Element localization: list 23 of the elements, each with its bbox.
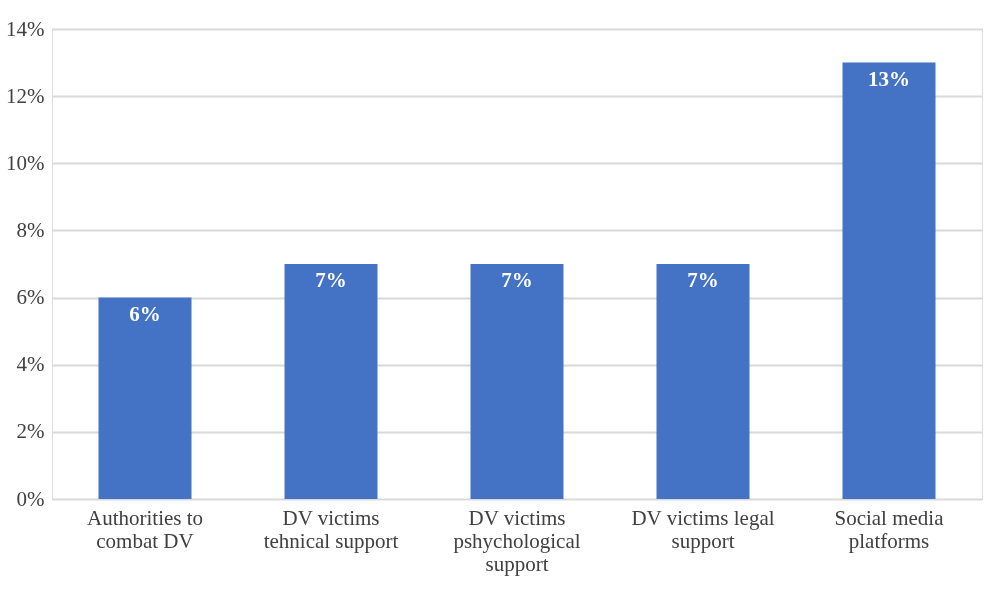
y-tick-label: 4% [16, 352, 45, 377]
bar [284, 264, 378, 499]
data-label: 13% [868, 66, 910, 91]
bar [98, 297, 192, 499]
bar [470, 264, 564, 499]
x-tick-label: DV victims legal support [631, 505, 775, 553]
y-tick-label: 2% [16, 419, 45, 444]
x-tick-label: DV victims pshychological support [453, 505, 581, 576]
data-label: 6% [129, 301, 161, 326]
x-tick-label: Social media platforms [834, 505, 945, 553]
y-tick-label: 14% [6, 16, 45, 41]
x-tick-label: Authorities to combat DV [86, 505, 204, 553]
bar [842, 62, 936, 499]
x-tick-label: DV victims tehnical support [263, 505, 399, 553]
bar [656, 264, 750, 499]
y-tick-label: 6% [16, 285, 45, 310]
data-label: 7% [315, 268, 347, 292]
y-tick-label: 10% [6, 150, 45, 175]
y-tick-label: 8% [16, 217, 45, 242]
y-tick-label: 12% [6, 83, 45, 108]
y-tick-label: 0% [16, 486, 45, 511]
data-label: 7% [687, 268, 719, 292]
data-label: 7% [501, 268, 533, 292]
